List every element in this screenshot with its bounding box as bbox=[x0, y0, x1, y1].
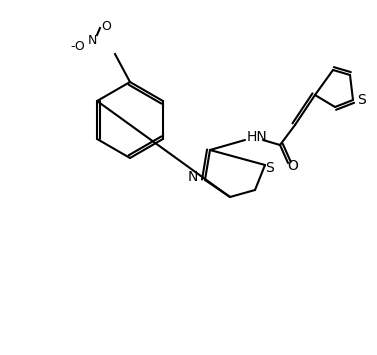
Text: O: O bbox=[288, 159, 299, 173]
Text: S: S bbox=[357, 93, 365, 107]
Text: HN: HN bbox=[247, 130, 268, 144]
Text: S: S bbox=[266, 161, 274, 175]
Text: -O: -O bbox=[70, 40, 85, 54]
Text: N: N bbox=[87, 33, 97, 47]
Text: N: N bbox=[188, 170, 198, 184]
Text: O: O bbox=[101, 21, 111, 33]
